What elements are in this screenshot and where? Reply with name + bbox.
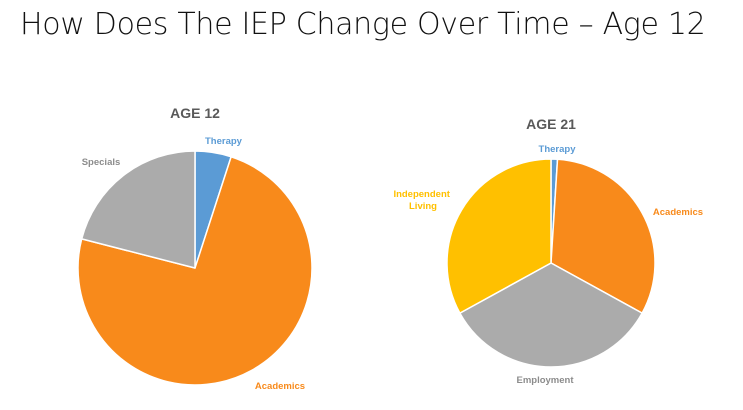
slice-label-academics-age-21: Academics — [653, 207, 703, 218]
pie-slice-employment-age-21 — [459, 262, 643, 368]
pie-slice-academics-age-21 — [550, 158, 656, 314]
pie-slices-age-21 — [446, 158, 656, 368]
pie-chart-age-21: AGE 21 Therapy Academics Employment Inde… — [393, 116, 703, 386]
pie-slice-independent-living-age-21 — [446, 158, 552, 314]
pie-slices-age-12 — [77, 150, 313, 386]
slice-label-independent-living-age-21: Independent Living — [393, 189, 452, 212]
slice-label-academics-age-12: Academics — [255, 381, 305, 392]
slice-label-employment-age-21: Employment — [516, 375, 574, 386]
pie-slice-academics-age-12 — [77, 155, 313, 386]
slide-title: How Does The IEP Change Over Time – Age … — [20, 7, 706, 42]
chart-title-age-21: AGE 21 — [526, 116, 576, 132]
slice-label-therapy-age-21: Therapy — [539, 144, 577, 155]
chart-title-age-12: AGE 12 — [170, 105, 220, 121]
slice-label-specials-age-12: Specials — [82, 157, 121, 168]
pie-chart-age-12: AGE 12 Therapy Specials Academics — [77, 105, 313, 392]
slice-label-therapy-age-12: Therapy — [205, 136, 243, 147]
pie-slice-specials-age-12 — [80, 150, 196, 269]
